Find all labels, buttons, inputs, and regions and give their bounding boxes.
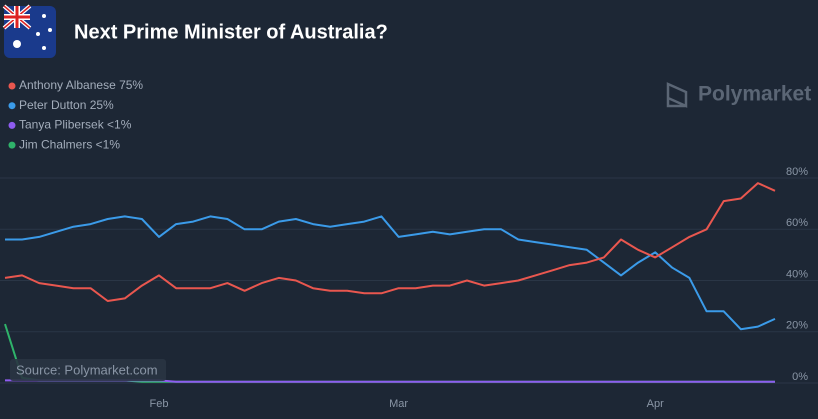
legend-label: Tanya Plibersek <1% xyxy=(19,118,132,132)
y-tick-label: 60% xyxy=(786,217,808,229)
legend-label: Anthony Albanese 75% xyxy=(19,78,143,92)
y-tick-label: 40% xyxy=(786,268,808,280)
y-tick-label: 0% xyxy=(792,371,808,383)
series-line xyxy=(4,182,776,302)
source-label: Source: Polymarket.com xyxy=(16,362,158,377)
x-tick-label: Feb xyxy=(150,398,169,410)
y-tick-label: 20% xyxy=(786,320,808,332)
x-tick-label: Apr xyxy=(647,398,664,410)
watermark-text: Polymarket xyxy=(698,83,811,106)
legend-label: Peter Dutton 25% xyxy=(19,98,114,112)
flag-icon xyxy=(2,4,56,58)
chart-title: Next Prime Minister of Australia? xyxy=(74,21,388,43)
legend-marker xyxy=(8,82,16,90)
legend-label: Jim Chalmers <1% xyxy=(19,137,120,151)
y-tick-label: 80% xyxy=(786,166,808,178)
watermark: Polymarket xyxy=(666,82,811,108)
source-box xyxy=(10,359,166,381)
legend-marker xyxy=(8,121,16,129)
series-line xyxy=(5,215,776,331)
legend-marker xyxy=(8,141,16,149)
legend-marker xyxy=(8,102,16,110)
plot-area: 0% 20% 40% 60% 80% Feb Mar Apr xyxy=(0,166,818,410)
x-tick-label: Mar xyxy=(389,398,408,410)
